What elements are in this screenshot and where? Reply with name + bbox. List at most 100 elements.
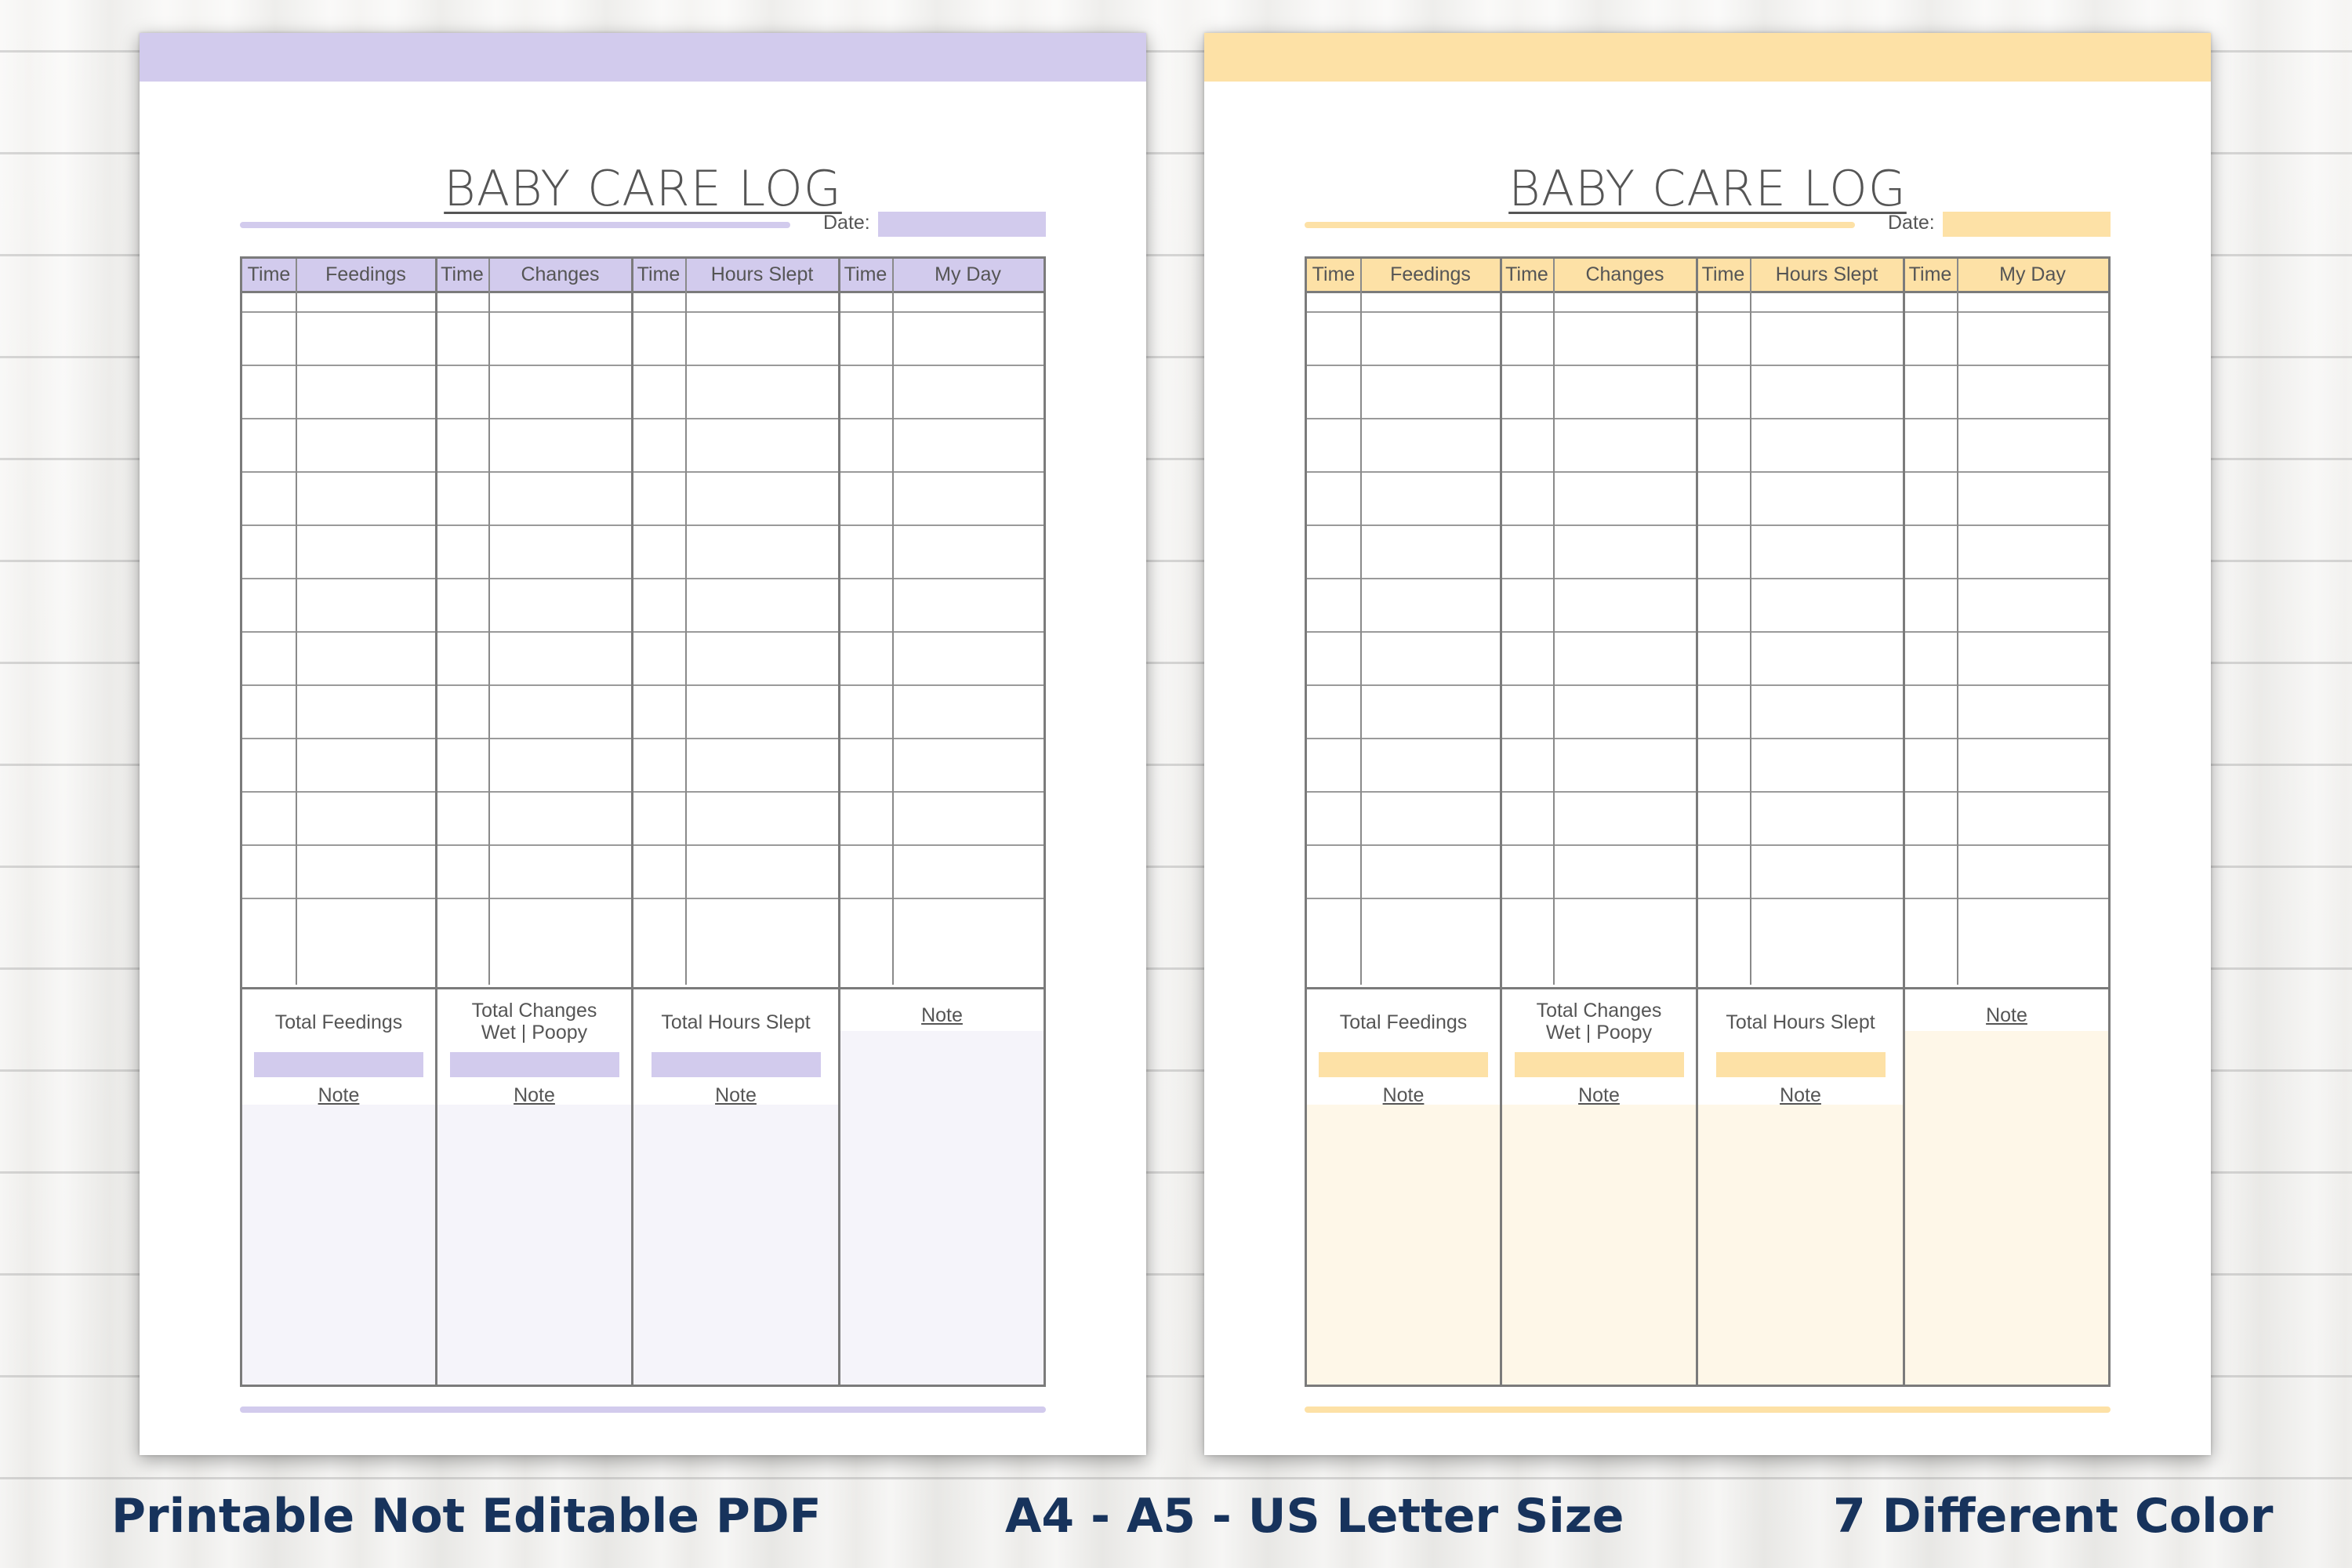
- row-line: [242, 844, 1044, 846]
- total-changes-field[interactable]: [450, 1052, 619, 1077]
- total-hours-field[interactable]: [1716, 1052, 1886, 1077]
- title-rule: [240, 222, 790, 228]
- table-header: [1307, 259, 2108, 293]
- note-label-feedings: Note: [318, 1084, 360, 1106]
- row-line: [1307, 791, 2108, 793]
- total-hours-field[interactable]: [652, 1052, 821, 1077]
- row-line: [1307, 684, 2108, 686]
- bottom-rule: [240, 1406, 1046, 1413]
- note-label-changes: Note: [1578, 1084, 1620, 1106]
- column-header-time-myday: Time: [844, 263, 887, 285]
- table-header: [242, 259, 1044, 293]
- column-line: [685, 259, 687, 985]
- row-line: [242, 631, 1044, 633]
- row-line: [242, 791, 1044, 793]
- row-line: [1307, 311, 2108, 313]
- column-header-time-sleep: Time: [1701, 263, 1745, 285]
- total-changes-label-line2: Wet | Poopy: [481, 1022, 588, 1044]
- total-changes-label: Total Changes Wet | Poopy: [437, 1000, 631, 1044]
- column-line: [1696, 259, 1698, 1385]
- column-line: [296, 259, 297, 985]
- title-rule: [1305, 222, 1855, 228]
- column-header-my-day: My Day: [1999, 263, 2066, 285]
- date-field[interactable]: [878, 212, 1046, 237]
- column-header-time-changes: Time: [1505, 263, 1548, 285]
- column-line: [838, 259, 840, 1385]
- row-line: [242, 365, 1044, 366]
- date-label: Date:: [823, 212, 870, 234]
- note-area-hours[interactable]: [1698, 1105, 1903, 1385]
- column-header-time-feedings: Time: [247, 263, 291, 285]
- planner-page-lavender: BABY CARE LOG Date: Time Feedings Time C…: [140, 33, 1146, 1455]
- total-changes-field[interactable]: [1515, 1052, 1684, 1077]
- column-line: [1500, 259, 1502, 1385]
- row-line: [242, 471, 1044, 473]
- column-line: [1957, 259, 1958, 985]
- row-line: [1307, 844, 2108, 846]
- row-line: [1307, 631, 2108, 633]
- row-line: [242, 418, 1044, 419]
- row-line: [242, 578, 1044, 579]
- column-header-feedings: Feedings: [325, 263, 406, 285]
- row-line: [1307, 471, 2108, 473]
- column-line: [488, 259, 490, 985]
- note-area-hours[interactable]: [633, 1105, 838, 1385]
- note-area-changes[interactable]: [437, 1105, 631, 1385]
- total-changes-label: Total Changes Wet | Poopy: [1502, 1000, 1696, 1044]
- column-header-time-feedings: Time: [1312, 263, 1356, 285]
- column-line: [892, 259, 894, 985]
- row-line: [1307, 524, 2108, 526]
- note-area-feedings[interactable]: [1307, 1105, 1500, 1385]
- note-area-myday[interactable]: [840, 1031, 1044, 1385]
- column-line: [1553, 259, 1555, 985]
- summary-divider: [1307, 987, 2108, 989]
- total-feedings-field[interactable]: [1319, 1052, 1488, 1077]
- note-label-feedings: Note: [1382, 1084, 1425, 1106]
- note-label-hours: Note: [715, 1084, 757, 1106]
- caption-color-variants: 7 Different Color: [1833, 1489, 2274, 1544]
- note-label-hours: Note: [1780, 1084, 1821, 1106]
- total-feedings-label: Total Feedings: [274, 1011, 403, 1033]
- row-line: [1307, 898, 2108, 899]
- column-header-feedings: Feedings: [1390, 263, 1471, 285]
- column-header-time-sleep: Time: [637, 263, 681, 285]
- column-line: [1360, 259, 1362, 985]
- row-line: [1307, 365, 2108, 366]
- column-line: [631, 259, 633, 1385]
- note-area-feedings[interactable]: [242, 1105, 435, 1385]
- bottom-rule: [1305, 1406, 2111, 1413]
- top-color-band: [1204, 33, 2211, 82]
- column-header-time-changes: Time: [441, 263, 484, 285]
- summary-divider: [242, 987, 1044, 989]
- total-changes-label-line2: Wet | Poopy: [1545, 1022, 1653, 1044]
- note-label-myday: Note: [1986, 1004, 2027, 1026]
- top-color-band: [140, 33, 1146, 82]
- column-header-changes: Changes: [521, 263, 600, 285]
- row-line: [242, 738, 1044, 739]
- note-area-changes[interactable]: [1502, 1105, 1696, 1385]
- column-header-hours-slept: Hours Slept: [710, 263, 814, 285]
- note-label-myday: Note: [921, 1004, 963, 1026]
- total-feedings-label: Total Feedings: [1339, 1011, 1468, 1033]
- total-changes-label-line1: Total Changes: [1536, 1000, 1662, 1022]
- row-line: [1307, 738, 2108, 739]
- caption-printable-pdf: Printable Not Editable PDF: [111, 1489, 822, 1544]
- planner-page-peach: BABY CARE LOG Date: Time Feedings Time C…: [1204, 33, 2211, 1455]
- date-field[interactable]: [1943, 212, 2111, 237]
- row-line: [1307, 578, 2108, 579]
- column-line: [1903, 259, 1905, 1385]
- page-title: BABY CARE LOG: [1508, 160, 1907, 217]
- row-line: [242, 311, 1044, 313]
- page-title: BABY CARE LOG: [444, 160, 842, 217]
- total-changes-label-line1: Total Changes: [471, 1000, 597, 1022]
- total-feedings-field[interactable]: [254, 1052, 423, 1077]
- note-area-myday[interactable]: [1905, 1031, 2108, 1385]
- column-line: [435, 259, 437, 1385]
- caption-paper-sizes: A4 - A5 - US Letter Size: [1005, 1489, 1624, 1544]
- date-label: Date:: [1888, 212, 1935, 234]
- total-hours-label: Total Hours Slept: [1726, 1011, 1875, 1033]
- log-table: Time Feedings Time Changes Time Hours Sl…: [240, 256, 1046, 1387]
- total-hours-label: Total Hours Slept: [661, 1011, 811, 1033]
- row-line: [242, 524, 1044, 526]
- row-line: [1307, 418, 2108, 419]
